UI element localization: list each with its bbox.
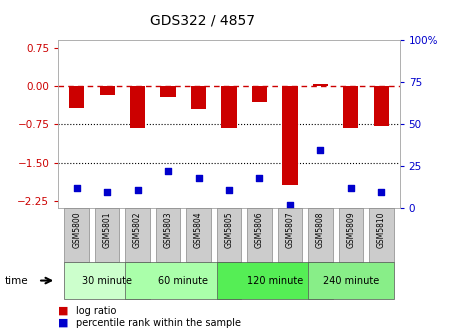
Text: GSM5810: GSM5810 (377, 211, 386, 248)
Point (195, 175, 202, 181)
Text: percentile rank within the sample: percentile rank within the sample (76, 318, 241, 328)
Bar (282, 86, 298, 185)
FancyBboxPatch shape (247, 208, 272, 262)
Text: 30 minute: 30 minute (82, 276, 132, 286)
Point (317, 147, 324, 152)
Text: GDS322 / 4857: GDS322 / 4857 (150, 13, 255, 28)
Point (225, 187, 233, 193)
Text: 60 minute: 60 minute (158, 276, 208, 286)
FancyBboxPatch shape (308, 208, 333, 262)
FancyBboxPatch shape (65, 262, 150, 299)
FancyBboxPatch shape (369, 208, 393, 262)
FancyBboxPatch shape (339, 208, 363, 262)
Text: GSM5804: GSM5804 (194, 211, 203, 248)
Text: GSM5805: GSM5805 (224, 211, 233, 248)
FancyBboxPatch shape (65, 208, 89, 262)
Text: GSM5803: GSM5803 (163, 211, 172, 248)
FancyBboxPatch shape (125, 262, 241, 299)
Bar (100, 86, 115, 95)
FancyBboxPatch shape (217, 262, 333, 299)
Point (347, 185, 354, 191)
Point (378, 189, 385, 194)
Point (134, 187, 141, 193)
Bar (252, 86, 267, 102)
Bar (221, 86, 237, 128)
Bar (191, 86, 206, 109)
Bar (130, 86, 145, 128)
Point (73, 185, 80, 191)
Text: GSM5800: GSM5800 (72, 211, 81, 248)
Text: log ratio: log ratio (76, 306, 117, 316)
FancyBboxPatch shape (186, 208, 211, 262)
Text: GSM5807: GSM5807 (286, 211, 295, 248)
Text: ■: ■ (58, 306, 69, 316)
Text: 240 minute: 240 minute (323, 276, 379, 286)
Point (256, 175, 263, 181)
Bar (69, 86, 84, 108)
FancyBboxPatch shape (125, 208, 150, 262)
Text: ■: ■ (58, 318, 69, 328)
Text: GSM5809: GSM5809 (346, 211, 355, 248)
Bar (374, 86, 389, 126)
Bar (343, 86, 358, 128)
Text: GSM5801: GSM5801 (103, 211, 112, 248)
Point (164, 169, 172, 174)
Text: time: time (4, 276, 28, 286)
FancyBboxPatch shape (217, 208, 241, 262)
Bar (160, 86, 176, 97)
Bar (313, 84, 328, 86)
FancyBboxPatch shape (156, 208, 180, 262)
Text: GSM5806: GSM5806 (255, 211, 264, 248)
FancyBboxPatch shape (95, 208, 119, 262)
Point (286, 202, 294, 208)
FancyBboxPatch shape (278, 208, 302, 262)
Text: GSM5802: GSM5802 (133, 211, 142, 248)
Text: 120 minute: 120 minute (247, 276, 303, 286)
Text: GSM5808: GSM5808 (316, 211, 325, 248)
Point (104, 189, 111, 194)
FancyBboxPatch shape (308, 262, 393, 299)
